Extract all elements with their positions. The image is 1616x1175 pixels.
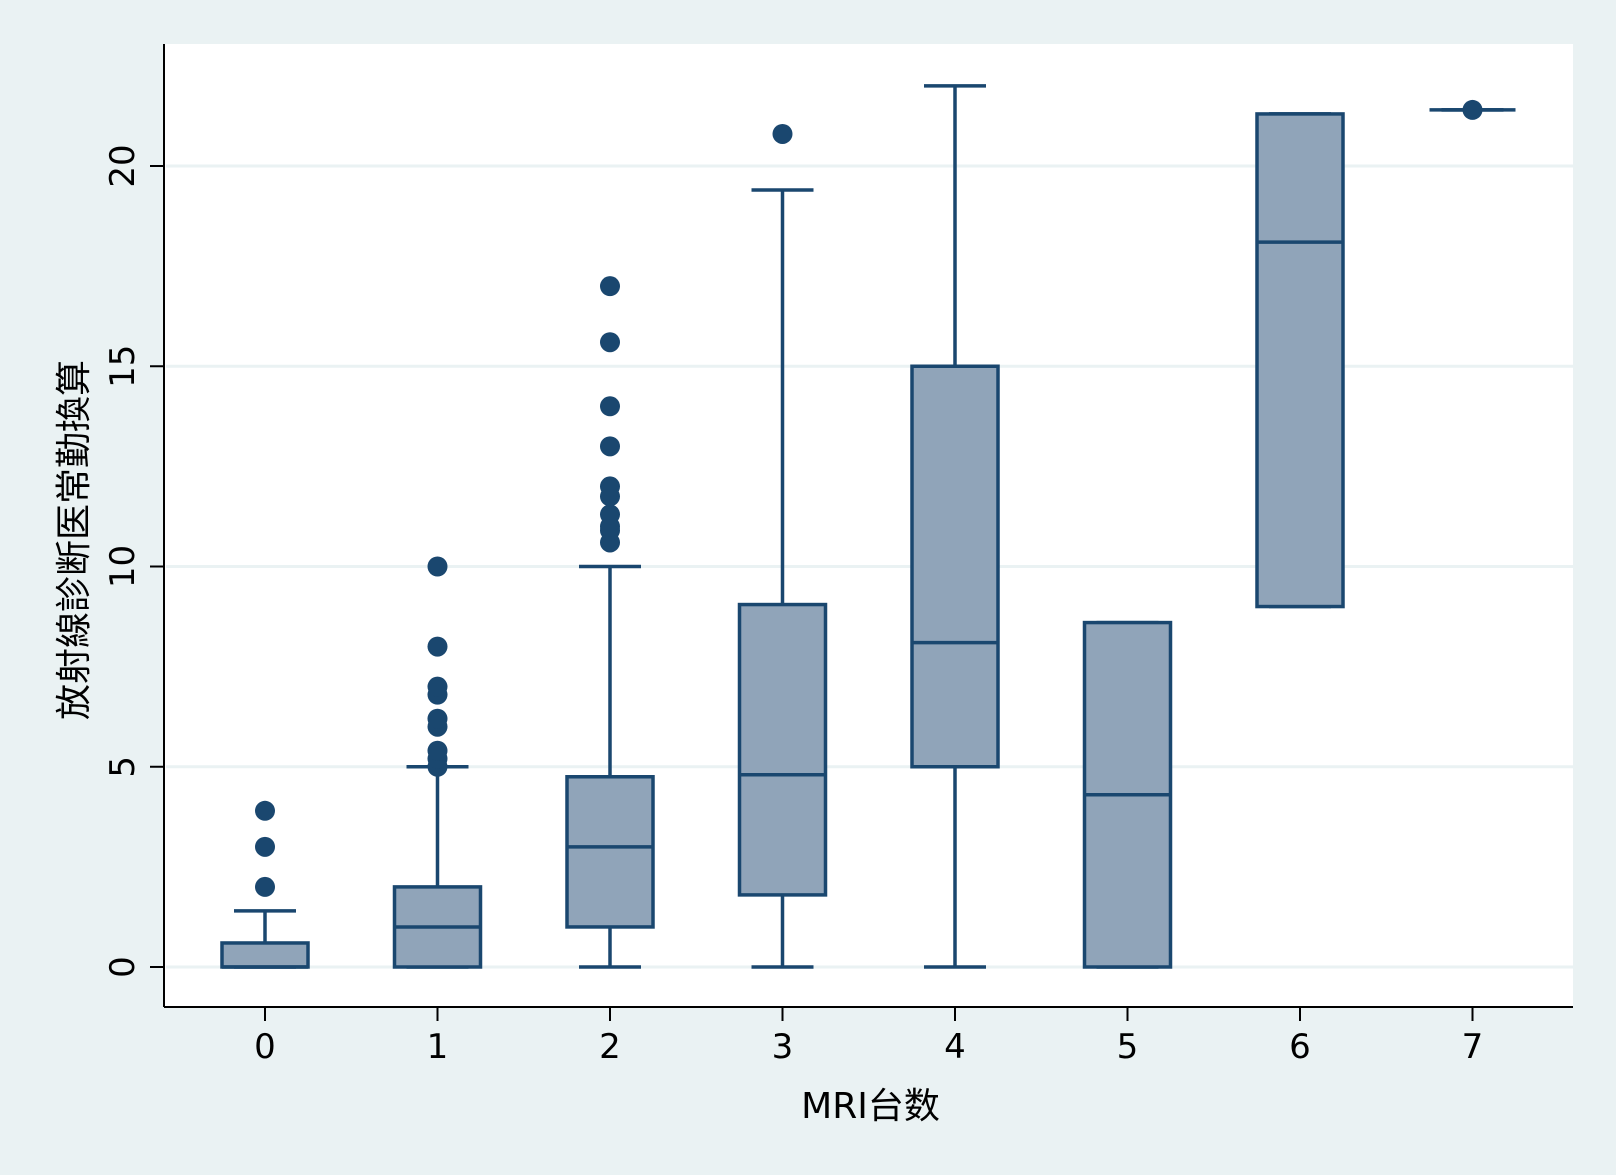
y-tick-label-5: 5: [103, 756, 143, 778]
outlier-point: [427, 676, 448, 697]
box-group-5: [1082, 620, 1173, 969]
x-tick-label-6: 6: [1289, 1027, 1311, 1067]
box-group-2: [565, 276, 655, 969]
outlier-point: [600, 332, 620, 353]
outlier-point: [600, 504, 620, 525]
outlier-point: [255, 800, 275, 821]
box-group-6: [1255, 112, 1345, 609]
y-axis-label: 放射線診断医常勤換算: [54, 360, 95, 720]
plot-area: [164, 44, 1573, 1007]
x-axis-label: MRI台数: [801, 1086, 940, 1127]
box-iqr: [1255, 112, 1345, 609]
box-group-7: [1429, 99, 1516, 120]
x-tick-label-1: 1: [427, 1027, 449, 1067]
outlier-point: [600, 436, 620, 457]
x-tick-label-0: 0: [254, 1027, 276, 1067]
outlier-point: [255, 836, 275, 857]
y-tick-label-10: 10: [103, 545, 143, 588]
outlier-point: [1462, 99, 1483, 120]
x-tick-label-7: 7: [1462, 1027, 1484, 1067]
box-iqr: [910, 364, 1000, 769]
y-tick-label-20: 20: [103, 144, 143, 187]
box-iqr: [565, 775, 655, 929]
y-tick-label-0: 0: [103, 956, 143, 978]
outlier-point: [427, 740, 448, 761]
outlier-point: [427, 708, 448, 729]
x-tick-label-2: 2: [599, 1027, 621, 1067]
x-tick-label-3: 3: [772, 1027, 794, 1067]
box-iqr: [737, 602, 828, 897]
box-iqr: [220, 941, 310, 969]
boxes: [220, 84, 1516, 969]
outlier-point: [600, 276, 620, 297]
outlier-point: [600, 396, 620, 417]
box-group-0: [220, 800, 310, 969]
x-tick-label-4: 4: [944, 1027, 966, 1067]
box-group-3: [737, 123, 828, 969]
outlier-point: [772, 123, 793, 144]
axes: 0 5 10 15 20 0 1 2 3 4 5 6 7: [103, 44, 1573, 1067]
box-group-1: [392, 556, 483, 969]
outlier-point: [427, 556, 448, 577]
x-tick-label-5: 5: [1117, 1027, 1139, 1067]
box-group-4: [910, 84, 1000, 969]
outlier-point: [427, 636, 448, 657]
y-tick-label-15: 15: [103, 345, 143, 388]
outlier-point: [255, 876, 275, 897]
outlier-point: [600, 476, 620, 497]
